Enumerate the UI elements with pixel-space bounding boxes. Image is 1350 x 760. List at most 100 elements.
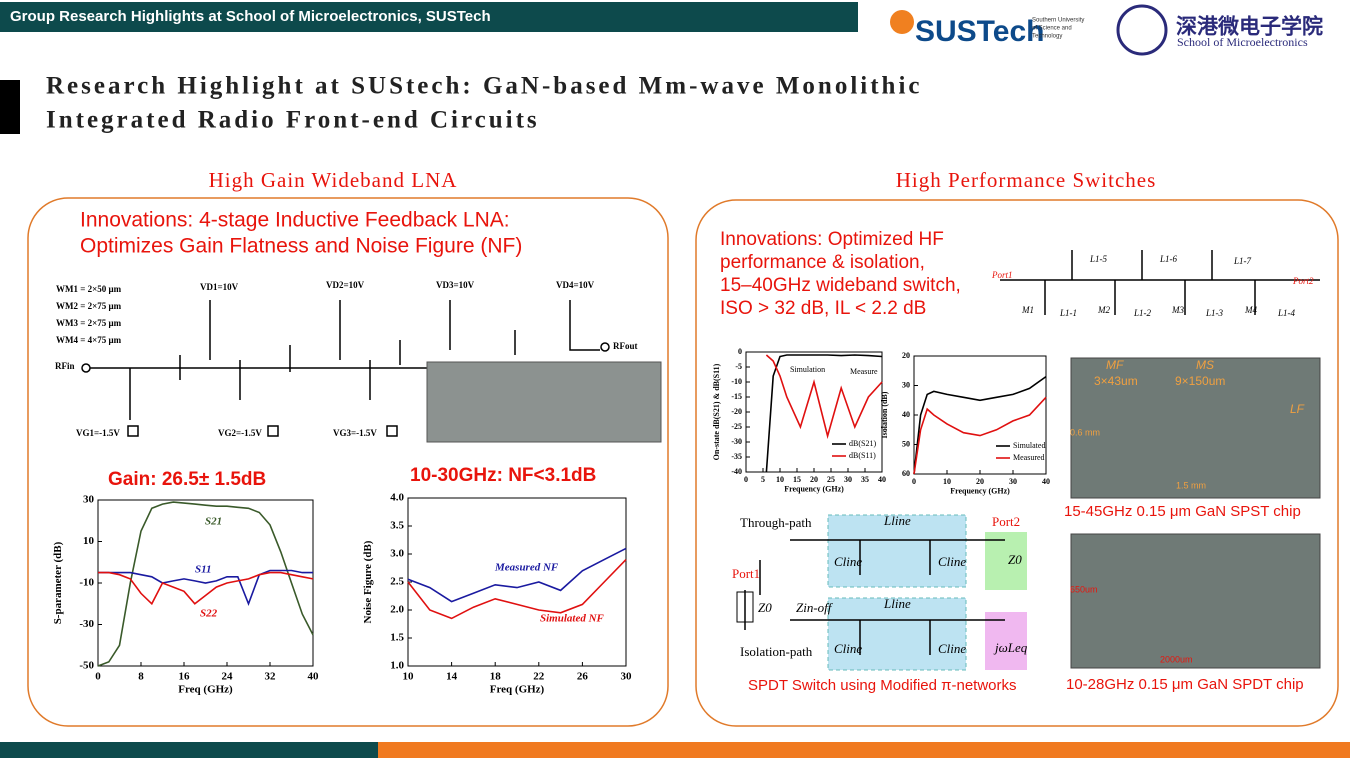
y-tick-label: 1.5 bbox=[390, 632, 404, 644]
rf-in: RFin bbox=[55, 361, 75, 371]
x-tick-label: 40 bbox=[878, 475, 886, 484]
x-tick-label: 30 bbox=[1009, 477, 1017, 486]
y-tick-label: 2.0 bbox=[390, 604, 404, 616]
series-label: Measured NF bbox=[494, 562, 559, 574]
x-tick-label: 20 bbox=[976, 477, 984, 486]
x-axis-label: Freq (GHz) bbox=[178, 684, 233, 696]
inductor: L1-6 bbox=[1159, 254, 1178, 264]
x-tick-label: 22 bbox=[533, 671, 545, 683]
pad bbox=[267, 425, 279, 437]
y-tick-label: 4.0 bbox=[390, 492, 404, 504]
chip-label: 2000um bbox=[1160, 654, 1193, 664]
x-tick-label: 26 bbox=[577, 671, 589, 683]
cap: Cline bbox=[938, 554, 966, 569]
logo-sub: Southern University bbox=[1032, 18, 1084, 24]
innovation: Optimizes Gain Flatness and Noise Figure… bbox=[80, 235, 522, 258]
y-tick-label: -40 bbox=[731, 467, 742, 476]
chip2-labels: 650um 2000um bbox=[1070, 584, 1193, 664]
source bbox=[736, 591, 754, 623]
lna-schematic bbox=[81, 300, 610, 437]
plot-frame bbox=[407, 497, 627, 667]
heading: High Gain Wideband LNA bbox=[209, 168, 458, 192]
y-tick-label: 3.5 bbox=[390, 520, 404, 532]
chip-label: LF bbox=[1290, 402, 1305, 416]
chip-label: MS bbox=[1196, 358, 1214, 372]
x-tick-label: 8 bbox=[138, 671, 144, 683]
pad bbox=[127, 425, 139, 437]
sim-meas-annot: Simulation Measure bbox=[790, 365, 878, 376]
y-tick-label: -35 bbox=[731, 452, 742, 461]
innovation: 15–40GHz wideband switch, bbox=[720, 275, 961, 296]
y-axis-label: S-parameter (dB) bbox=[52, 541, 64, 624]
footer-bar bbox=[0, 742, 378, 758]
x-tick-label: 15 bbox=[793, 475, 801, 484]
banner bbox=[0, 2, 858, 32]
y-tick-label: -50 bbox=[79, 660, 94, 672]
y-axis-label: Isolation (dB) bbox=[880, 391, 889, 438]
series-line bbox=[98, 569, 313, 607]
load bbox=[985, 532, 1027, 590]
inductor: L1-4 bbox=[1277, 308, 1296, 318]
inductor: Lline bbox=[883, 513, 911, 528]
chart: 10 14 18 22 26 30 1.0 1.5 2.0 2.5 3.0 3.5 4.0 Freq (G… bbox=[362, 492, 632, 696]
x-tick-label: 5 bbox=[761, 475, 765, 484]
chip-photo bbox=[1070, 357, 1321, 499]
legend-label: dB(S11) bbox=[849, 451, 876, 460]
logo2-icon bbox=[1116, 4, 1168, 56]
y-tick-label: -25 bbox=[731, 422, 742, 431]
nf: 10-30GHz: NF<3.1dB bbox=[410, 465, 596, 486]
chip1-labels: MF MS 3×43um 9×150um LF 0.6 mm 1.5 mm bbox=[1070, 358, 1305, 490]
innovation: performance & isolation, bbox=[720, 252, 925, 273]
spdt-caption: SPDT Switch using Modified π-networks bbox=[748, 677, 1017, 694]
x-tick-label: 40 bbox=[1042, 477, 1050, 486]
impedance: Zin-off bbox=[796, 600, 834, 615]
chart: 0 10 20 30 40 20 30 40 50 60 Frequency (GHz) Isolat… bbox=[880, 351, 1050, 496]
lna-chip-photo bbox=[426, 361, 662, 443]
footer-bar bbox=[378, 742, 1350, 758]
port bbox=[81, 363, 91, 373]
y-tick-label: 30 bbox=[83, 494, 95, 506]
impedance: Z0 bbox=[1008, 552, 1022, 567]
chip-photo bbox=[1070, 533, 1321, 669]
path-label: Isolation-path bbox=[740, 644, 813, 659]
innovation: ISO > 32 dB, IL < 2.2 dB bbox=[720, 298, 926, 319]
x-tick-label: 24 bbox=[222, 671, 234, 683]
x-tick-label: 30 bbox=[621, 671, 633, 683]
chip-label: 9×150um bbox=[1175, 374, 1225, 388]
x-tick-label: 0 bbox=[912, 477, 916, 486]
device: M3 bbox=[1171, 305, 1184, 315]
chip-label: 650um bbox=[1070, 584, 1098, 594]
bias: VD2=10V bbox=[326, 280, 365, 290]
port bbox=[600, 342, 610, 352]
inductor: L1-7 bbox=[1233, 256, 1252, 266]
pad bbox=[386, 425, 398, 437]
width: WM1 = 2×50 μm bbox=[56, 284, 122, 294]
switch-schematic bbox=[1000, 250, 1320, 315]
legend-label: Simulated bbox=[1013, 441, 1045, 450]
chip-caption: 10-28GHz 0.15 μm GaN SPDT chip bbox=[1066, 676, 1304, 693]
switch-labels: Port1 Port2 M1 M2 M3 M4 L1-1 L1-2 L1-3 L… bbox=[991, 254, 1314, 318]
y-tick-label: 50 bbox=[902, 439, 910, 448]
width: WM2 = 2×75 μm bbox=[56, 301, 122, 311]
x-axis-label: Frequency (GHz) bbox=[950, 486, 1010, 495]
series-line bbox=[765, 354, 883, 440]
x-tick-label: 35 bbox=[861, 475, 869, 484]
innovation: Innovations: Optimized HF bbox=[720, 229, 944, 250]
x-axis-label: Freq (GHz) bbox=[490, 684, 545, 696]
legend-label: dB(S21) bbox=[849, 439, 876, 448]
y-tick-label: -15 bbox=[731, 392, 742, 401]
series-label: Simulated NF bbox=[540, 613, 605, 625]
panel bbox=[27, 197, 669, 727]
spdt-wires bbox=[744, 539, 1005, 655]
impedance: Z0 bbox=[758, 600, 772, 615]
logo2-sub: School of Microelectronics bbox=[1177, 35, 1308, 49]
chip-label: 3×43um bbox=[1094, 374, 1138, 388]
y-tick-label: 40 bbox=[902, 410, 910, 419]
title: Research Highlight at SUStech: GaN-based… bbox=[46, 73, 923, 100]
series-line bbox=[765, 354, 883, 473]
bias: VG3=-1.5V bbox=[333, 428, 377, 438]
series-line bbox=[407, 559, 627, 620]
innovation: Innovations: 4-stage Inductive Feedback … bbox=[80, 209, 510, 232]
port: Port1 bbox=[991, 270, 1013, 280]
